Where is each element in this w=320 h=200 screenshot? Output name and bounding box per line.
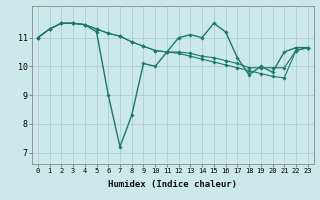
X-axis label: Humidex (Indice chaleur): Humidex (Indice chaleur) [108,180,237,189]
